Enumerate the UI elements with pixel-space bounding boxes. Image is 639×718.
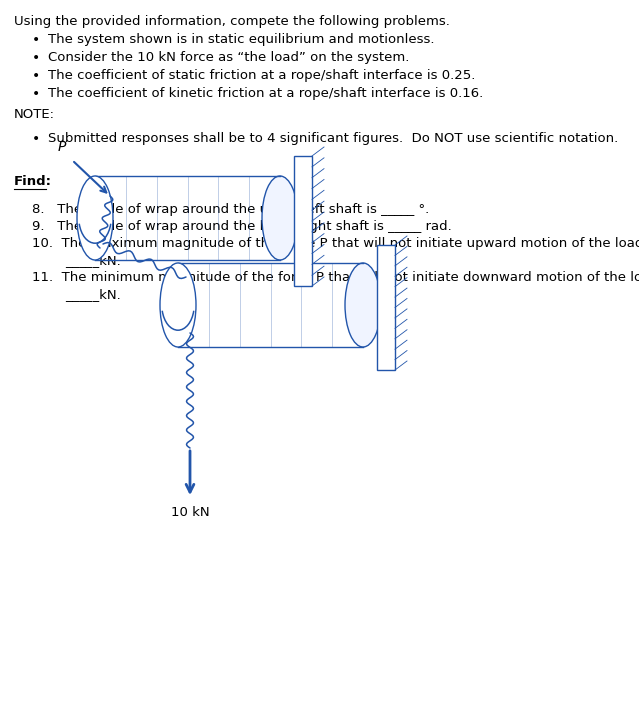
Text: The coefficient of kinetic friction at a rope/shaft interface is 0.16.: The coefficient of kinetic friction at a… bbox=[48, 87, 483, 100]
Text: 8.   The angle of wrap around the upper-left shaft is _____ °.: 8. The angle of wrap around the upper-le… bbox=[32, 203, 429, 216]
Text: 10 kN: 10 kN bbox=[171, 506, 210, 519]
Text: Consider the 10 kN force as “the load” on the system.: Consider the 10 kN force as “the load” o… bbox=[48, 51, 410, 64]
Text: Find:: Find: bbox=[14, 175, 52, 188]
Bar bbox=[294, 156, 312, 286]
Text: NOTE:: NOTE: bbox=[14, 108, 55, 121]
Text: _____kN.: _____kN. bbox=[32, 254, 121, 267]
Ellipse shape bbox=[262, 176, 298, 260]
Text: •: • bbox=[32, 87, 40, 101]
Text: •: • bbox=[32, 132, 40, 146]
Bar bbox=[377, 245, 395, 370]
Text: •: • bbox=[32, 69, 40, 83]
Text: •: • bbox=[32, 51, 40, 65]
Text: P: P bbox=[58, 140, 66, 154]
Text: 10.  The maximum magnitude of the force P that will not initiate upward motion o: 10. The maximum magnitude of the force P… bbox=[32, 237, 639, 250]
Ellipse shape bbox=[77, 176, 113, 260]
Ellipse shape bbox=[345, 263, 381, 347]
Text: The system shown is in static equilibrium and motionless.: The system shown is in static equilibriu… bbox=[48, 33, 435, 46]
Ellipse shape bbox=[160, 263, 196, 347]
Text: 9.   The angle of wrap around the lower-right shaft is _____ rad.: 9. The angle of wrap around the lower-ri… bbox=[32, 220, 452, 233]
Text: Using the provided information, compete the following problems.: Using the provided information, compete … bbox=[14, 15, 450, 28]
Text: 11.  The minimum magnitude of the force P that will not initiate downward motion: 11. The minimum magnitude of the force P… bbox=[32, 271, 639, 284]
Text: _____kN.: _____kN. bbox=[32, 288, 121, 301]
Text: •: • bbox=[32, 33, 40, 47]
Text: The coefficient of static friction at a rope/shaft interface is 0.25.: The coefficient of static friction at a … bbox=[48, 69, 475, 82]
Text: Submitted responses shall be to 4 significant figures.  Do NOT use scientific no: Submitted responses shall be to 4 signif… bbox=[48, 132, 619, 145]
